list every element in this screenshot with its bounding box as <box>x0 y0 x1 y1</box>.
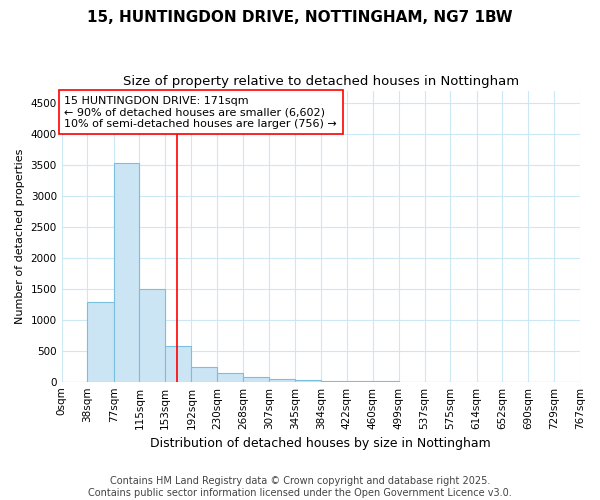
Text: Contains HM Land Registry data © Crown copyright and database right 2025.
Contai: Contains HM Land Registry data © Crown c… <box>88 476 512 498</box>
Y-axis label: Number of detached properties: Number of detached properties <box>15 148 25 324</box>
Bar <box>165 346 191 382</box>
Text: 15, HUNTINGDON DRIVE, NOTTINGHAM, NG7 1BW: 15, HUNTINGDON DRIVE, NOTTINGHAM, NG7 1B… <box>87 10 513 25</box>
Bar <box>321 381 347 382</box>
Bar <box>243 378 269 382</box>
Bar <box>139 290 165 382</box>
Bar <box>114 163 139 382</box>
X-axis label: Distribution of detached houses by size in Nottingham: Distribution of detached houses by size … <box>151 437 491 450</box>
Bar <box>88 302 114 382</box>
Bar <box>269 379 295 382</box>
Title: Size of property relative to detached houses in Nottingham: Size of property relative to detached ho… <box>123 75 519 88</box>
Bar <box>217 373 243 382</box>
Text: 15 HUNTINGDON DRIVE: 171sqm
← 90% of detached houses are smaller (6,602)
10% of : 15 HUNTINGDON DRIVE: 171sqm ← 90% of det… <box>64 96 337 128</box>
Bar <box>191 367 217 382</box>
Bar <box>295 380 321 382</box>
